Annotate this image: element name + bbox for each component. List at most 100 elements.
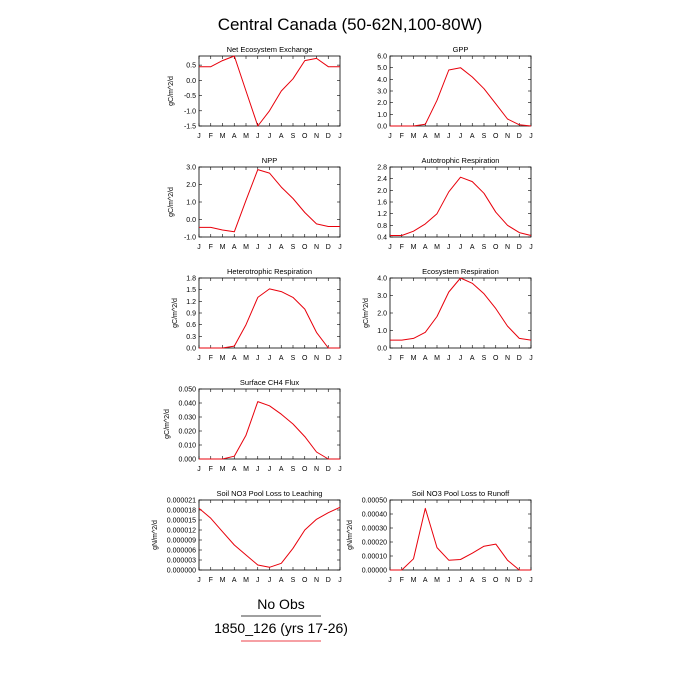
x-tick-label: S [291,244,296,251]
x-tick-label: J [268,244,272,251]
x-tick-label: N [314,466,319,473]
plot-frame [389,55,532,127]
series-line [199,288,340,349]
x-tick-label: A [423,577,428,584]
y-tick-label: 2.0 [377,311,387,318]
plot-frame [389,277,532,349]
x-tick-label: D [517,133,522,140]
y-tick-label: 1.0 [377,328,387,335]
x-tick-label: J [459,355,463,362]
x-tick-label: S [482,133,487,140]
x-tick-label: J [529,244,533,251]
y-tick-label: 0.050 [178,387,196,394]
y-tick-label: 0.000012 [167,528,196,535]
panel-title: Soil NO3 Pool Loss to Leaching [217,489,323,498]
x-tick-label: O [493,355,499,362]
y-tick-label: 2.0 [186,182,196,189]
y-tick-label: -1.0 [184,108,196,115]
y-tick-label: 2.8 [377,165,387,172]
x-tick-label: M [220,133,226,140]
x-tick-label: S [482,244,487,251]
x-tick-label: J [197,133,201,140]
x-tick-label: D [326,466,331,473]
x-tick-label: J [529,133,533,140]
series-line [390,507,531,571]
x-tick-label: F [209,244,213,251]
plot-frame [198,166,341,238]
series-line [199,55,340,127]
series-line [199,401,340,460]
legend-model-label: 1850_126 (yrs 17-26) [214,620,348,636]
x-tick-label: S [291,577,296,584]
x-tick-label: A [279,244,284,251]
y-tick-label: 0.00030 [362,526,387,533]
series-line [390,67,532,127]
figure-title: Central Canada (50-62N,100-80W) [218,15,483,34]
x-tick-label: M [411,577,417,584]
y-tick-label: 6.0 [377,54,387,61]
x-tick-label: F [209,355,213,362]
x-tick-label: J [388,355,392,362]
x-tick-label: S [291,466,296,473]
plot-frame [198,55,341,127]
y-tick-label: 0.0 [186,346,196,353]
y-tick-label: -0.5 [184,93,196,100]
y-tick-label: 3.0 [377,89,387,96]
x-tick-label: N [505,133,510,140]
y-tick-label: 5.0 [377,65,387,72]
x-tick-label: A [423,355,428,362]
x-tick-label: J [459,244,463,251]
y-tick-label: 1.2 [186,299,196,306]
y-tick-label: 0.3 [186,334,196,341]
y-tick-label: -1.0 [184,235,196,242]
x-tick-label: J [197,244,201,251]
y-tick-label: 3.0 [377,293,387,300]
y-axis-label: gN/m^2/d [152,520,159,550]
x-tick-label: J [268,466,272,473]
y-tick-label: 1.0 [377,112,387,119]
x-tick-label: A [470,133,475,140]
x-tick-label: M [243,244,249,251]
x-tick-label: A [470,577,475,584]
y-tick-label: 0.6 [186,322,196,329]
y-tick-label: 0.8 [377,223,387,230]
y-tick-label: 0.020 [178,429,196,436]
x-tick-label: O [302,244,308,251]
y-axis-label: gC/m^2/d [168,76,175,106]
y-tick-label: 0.000018 [167,508,196,515]
y-tick-label: 2.0 [377,100,387,107]
y-tick-label: -1.5 [184,124,196,131]
y-tick-label: 0.000009 [167,538,196,545]
y-axis-label: gN/m^2/d [347,520,354,550]
x-tick-label: N [314,577,319,584]
x-tick-label: A [279,355,284,362]
y-tick-label: 0.000006 [167,548,196,555]
x-tick-label: D [517,355,522,362]
x-tick-label: J [459,133,463,140]
x-tick-label: O [493,244,499,251]
panel-title: Ecosystem Respiration [422,267,499,276]
x-tick-label: N [314,355,319,362]
x-tick-label: D [517,577,522,584]
x-tick-label: S [482,355,487,362]
x-tick-label: J [197,466,201,473]
x-tick-label: M [434,133,440,140]
x-tick-label: O [493,133,499,140]
x-tick-label: M [220,244,226,251]
x-tick-label: A [423,133,428,140]
x-tick-label: J [197,355,201,362]
x-tick-label: J [338,133,342,140]
x-tick-label: J [338,355,342,362]
x-tick-label: J [256,244,260,251]
x-tick-label: A [423,244,428,251]
panel-title: Heterotrophic Respiration [227,267,312,276]
x-tick-label: M [411,355,417,362]
x-tick-label: M [411,133,417,140]
x-tick-label: A [232,133,237,140]
x-tick-label: N [505,577,510,584]
